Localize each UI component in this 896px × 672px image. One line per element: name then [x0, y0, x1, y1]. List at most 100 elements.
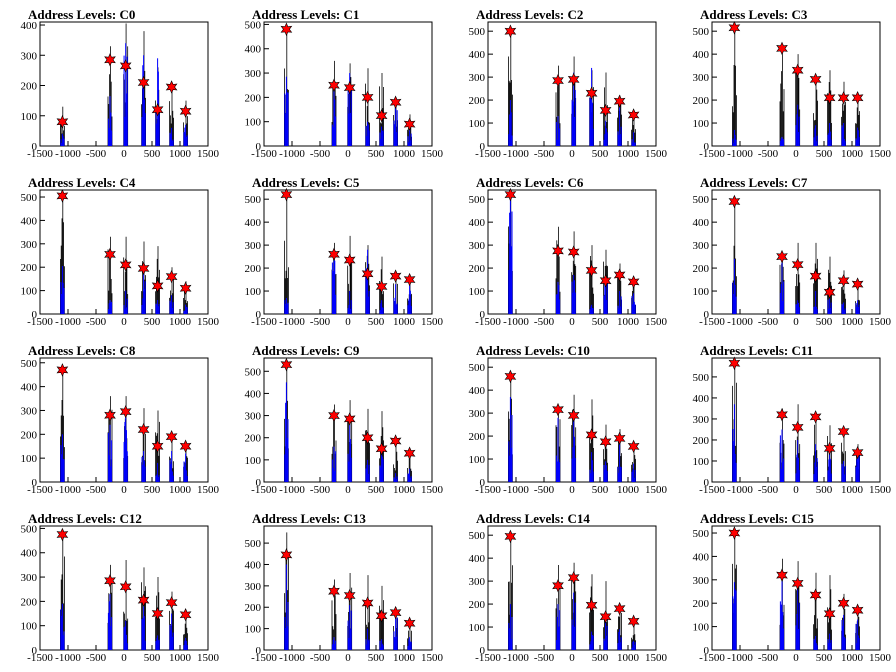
star-marker [280, 548, 293, 562]
x-tick-label: -500 [534, 316, 555, 328]
star-marker [137, 261, 150, 276]
y-tick-label: 400 [245, 217, 262, 229]
y-tick-label: 200 [693, 435, 710, 447]
y-tick-label: 200 [469, 599, 486, 611]
star-marker [119, 258, 132, 272]
x-tick-label: 1000 [169, 652, 192, 664]
y-tick-label: 400 [21, 20, 38, 32]
star-marker [179, 281, 192, 296]
y-tick-label: 500 [245, 538, 262, 550]
y-tick-label: 200 [245, 433, 262, 445]
x-tick-label: 0 [569, 148, 575, 160]
x-tick-label: 1000 [617, 148, 640, 160]
star-marker [567, 408, 580, 423]
y-tick-label: 0 [32, 309, 38, 321]
y-tick-label: 400 [693, 393, 710, 405]
x-tick-label: 500 [368, 148, 385, 160]
x-tick-label: 500 [592, 652, 609, 664]
y-tick-label: 500 [21, 523, 38, 535]
star-marker [728, 356, 741, 370]
star-marker [361, 596, 374, 610]
subplot-2: Address Levels: C2-1500 -1000 -500 0 500 1000… [469, 7, 668, 160]
x-tick-label: 1500 [197, 484, 220, 496]
x-tick-label: -500 [86, 148, 107, 160]
star-marker [627, 108, 640, 122]
x-tick-label: -500 [758, 316, 779, 328]
x-tick-label: -1500 [251, 652, 277, 664]
y-tick-label: 200 [469, 263, 486, 275]
x-tick-label: -500 [534, 148, 555, 160]
star-marker [280, 187, 293, 202]
star-marker [552, 402, 564, 417]
star-marker [776, 408, 788, 422]
y-tick-label: 0 [480, 477, 486, 489]
star-marker [104, 53, 116, 67]
y-tick-label: 500 [21, 358, 38, 370]
star-marker [791, 576, 804, 591]
subplot-5: Address Levels: C5-1500 -1000 -500 0 500 1000… [245, 175, 444, 328]
star-marker [165, 80, 178, 94]
y-tick-label: 0 [32, 645, 38, 657]
star-marker [119, 59, 132, 73]
subplot-3: Address Levels: C3-1500 -1000 -500 0 500 1000… [693, 7, 892, 160]
star-marker [389, 269, 402, 283]
star-marker [56, 363, 69, 377]
star-marker [627, 275, 640, 289]
star-marker [809, 72, 822, 87]
y-tick-label: 400 [469, 553, 486, 565]
subplot-15: Address Levels: C15 -1500 -1000 -500 0 500 100… [693, 511, 892, 664]
subplot-11: Address Levels: C11 -1500 -1000 -500 0 500 100… [693, 343, 892, 496]
y-tick-label: 500 [469, 530, 486, 542]
star-marker [151, 279, 164, 293]
x-tick-label: -500 [310, 484, 331, 496]
x-tick-label: 0 [569, 652, 575, 664]
y-tick-label: 400 [693, 551, 710, 563]
y-tick-label: 300 [469, 408, 486, 420]
y-tick-label: 100 [693, 456, 710, 468]
x-tick-label: 1000 [617, 316, 640, 328]
star-marker [837, 424, 850, 439]
y-tick-label: 200 [693, 263, 710, 275]
star-marker [343, 412, 356, 426]
star-marker [504, 187, 517, 202]
plot-title: Address Levels: C3 [700, 7, 808, 22]
y-tick-label: 0 [256, 477, 262, 489]
y-tick-label: 200 [245, 263, 262, 275]
y-tick-label: 100 [21, 621, 38, 633]
x-tick-label: -1500 [27, 484, 53, 496]
subplot-9: Address Levels: C9-1500 -1000 -500 0 500 1000… [245, 343, 444, 496]
star-marker [389, 605, 402, 620]
y-tick-label: 0 [704, 141, 710, 153]
x-tick-label: -500 [534, 652, 555, 664]
y-tick-label: 500 [245, 194, 262, 206]
y-tick-label: 300 [245, 581, 262, 593]
star-marker [179, 104, 192, 118]
star-marker [552, 578, 564, 593]
y-tick-label: 300 [469, 240, 486, 252]
x-tick-label: 1000 [841, 316, 864, 328]
plot-title: Address Levels: C5 [252, 175, 360, 190]
x-tick-label: 1500 [869, 316, 892, 328]
x-tick-label: -1000 [279, 652, 305, 664]
star-marker [552, 73, 564, 88]
star-marker [375, 108, 388, 123]
x-tick-label: -500 [86, 484, 107, 496]
x-tick-label: -500 [86, 316, 107, 328]
star-marker [343, 80, 356, 95]
star-marker [552, 244, 564, 258]
star-marker [791, 257, 804, 272]
star-marker [851, 91, 864, 105]
y-tick-label: 100 [469, 622, 486, 634]
x-tick-label: 500 [144, 652, 161, 664]
star-marker [823, 285, 836, 299]
x-tick-label: 0 [793, 316, 799, 328]
y-tick-label: 0 [704, 309, 710, 321]
x-tick-label: 500 [816, 652, 833, 664]
plot-title: Address Levels: C10 [476, 343, 590, 358]
x-tick-label: -500 [758, 484, 779, 496]
x-tick-label: 1000 [617, 652, 640, 664]
x-tick-label: 0 [793, 484, 799, 496]
y-tick-label: 0 [256, 309, 262, 321]
x-tick-label: 1500 [645, 316, 668, 328]
x-tick-label: -1000 [279, 148, 305, 160]
